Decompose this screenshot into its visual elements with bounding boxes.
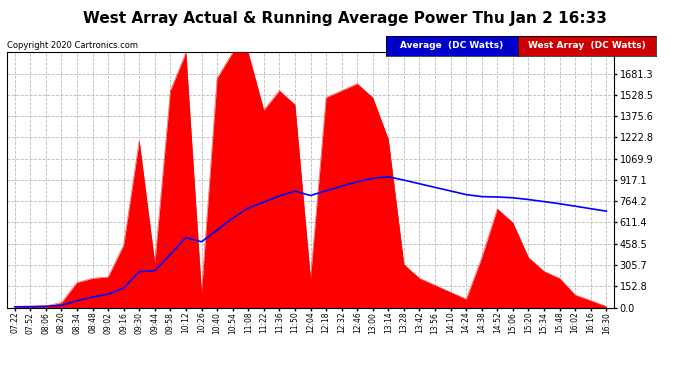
Text: Copyright 2020 Cartronics.com: Copyright 2020 Cartronics.com — [7, 41, 138, 50]
Text: West Array  (DC Watts): West Array (DC Watts) — [528, 42, 645, 51]
Text: West Array Actual & Running Average Power Thu Jan 2 16:33: West Array Actual & Running Average Powe… — [83, 11, 607, 26]
Text: Average  (DC Watts): Average (DC Watts) — [400, 42, 504, 51]
